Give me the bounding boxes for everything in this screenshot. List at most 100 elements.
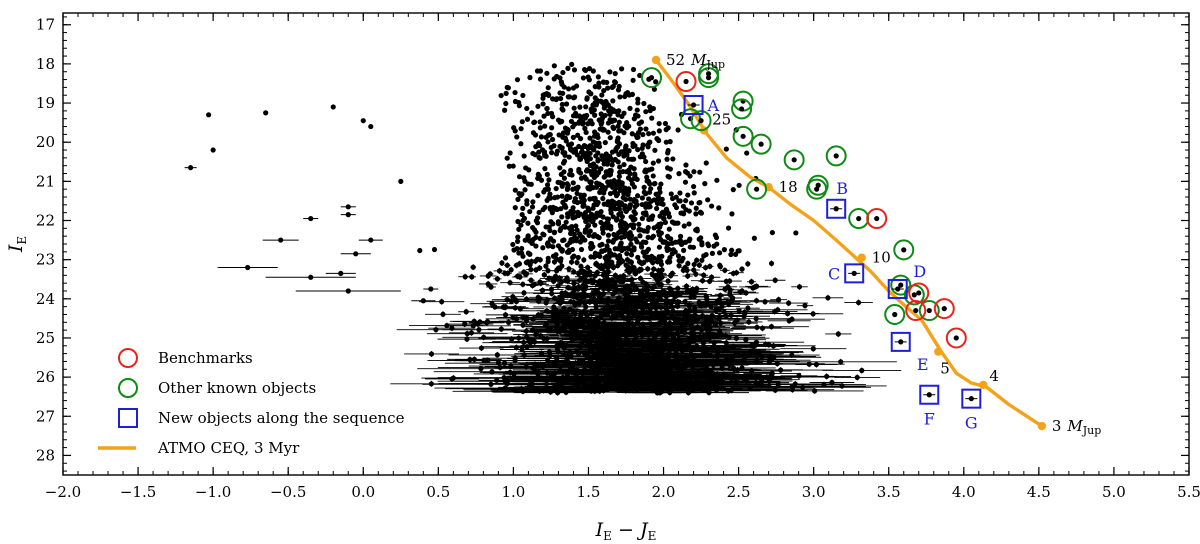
field-point — [560, 237, 566, 244]
field-point — [615, 365, 621, 371]
field-point — [536, 154, 542, 161]
field-point — [586, 77, 592, 83]
field-point — [636, 221, 642, 227]
field-point — [728, 312, 734, 318]
field-point — [590, 233, 596, 239]
field-point — [536, 149, 542, 155]
field-point — [626, 167, 632, 173]
field-point — [494, 352, 500, 358]
field-point — [520, 253, 526, 259]
field-point — [682, 169, 689, 175]
field-point — [631, 156, 637, 162]
field-point — [628, 297, 634, 304]
field-point — [540, 231, 546, 237]
field-point — [578, 246, 585, 253]
field-point — [599, 265, 606, 271]
field-point — [554, 328, 561, 335]
field-point — [628, 241, 634, 247]
field-point — [668, 236, 674, 242]
field-point — [678, 338, 684, 344]
field-point — [651, 255, 657, 261]
field-point — [534, 68, 541, 74]
field-point — [583, 283, 589, 290]
field-point — [713, 306, 719, 312]
field-point — [504, 262, 510, 268]
field-point — [582, 115, 588, 121]
field-point — [569, 246, 576, 253]
field-point — [643, 239, 649, 245]
field-point — [519, 119, 525, 125]
field-point — [417, 247, 423, 254]
field-point — [542, 123, 548, 129]
field-point — [685, 260, 691, 267]
field-point — [593, 153, 599, 159]
field-point — [769, 229, 776, 236]
field-point — [610, 83, 616, 89]
field-point — [568, 259, 575, 265]
field-point — [600, 291, 606, 297]
field-point — [540, 101, 546, 107]
field-point — [588, 179, 594, 185]
field-point — [736, 248, 742, 254]
field-point — [625, 245, 632, 252]
field-point — [477, 319, 483, 325]
field-point — [684, 267, 690, 273]
field-point — [577, 156, 584, 162]
field-point — [556, 132, 562, 138]
field-point — [682, 179, 689, 185]
field-point — [564, 249, 571, 255]
field-point — [560, 69, 566, 76]
field-point — [512, 205, 518, 211]
field-point — [654, 205, 660, 212]
field-point — [610, 124, 616, 130]
field-point — [691, 183, 697, 190]
field-point — [758, 382, 765, 388]
field-point — [590, 68, 596, 74]
field-point — [699, 257, 705, 263]
field-point — [599, 241, 605, 248]
field-point — [665, 210, 672, 217]
field-point — [542, 166, 548, 172]
field-point — [588, 241, 595, 247]
field-point — [650, 233, 657, 239]
field-point — [553, 185, 559, 192]
field-point — [567, 322, 573, 329]
field-point — [615, 123, 621, 129]
field-point — [609, 162, 615, 168]
field-point — [749, 368, 755, 374]
field-point — [431, 246, 438, 253]
field-point — [669, 240, 675, 246]
field-point — [714, 177, 720, 183]
field-point — [516, 191, 522, 197]
field-point — [507, 150, 513, 156]
field-point — [581, 214, 587, 220]
field-point — [531, 227, 538, 233]
field-point — [626, 205, 633, 211]
field-point — [566, 94, 573, 100]
field-point — [654, 200, 661, 207]
field-point — [675, 317, 681, 323]
field-point — [732, 251, 739, 257]
field-point — [697, 199, 703, 206]
field-point — [523, 296, 530, 302]
field-point — [573, 223, 579, 229]
field-point — [569, 376, 575, 382]
field-point — [605, 129, 611, 135]
field-point — [524, 344, 530, 350]
field-point — [727, 278, 733, 284]
field-point — [597, 118, 604, 125]
field-point — [551, 76, 557, 82]
field-point — [713, 234, 720, 241]
field-point — [440, 311, 446, 317]
field-point — [635, 100, 641, 106]
field-point — [639, 298, 645, 304]
field-point — [810, 346, 816, 352]
field-point — [563, 219, 569, 225]
field-point — [637, 275, 644, 282]
field-point — [616, 252, 623, 259]
field-point — [515, 238, 521, 244]
field-point — [650, 173, 656, 179]
field-point — [635, 113, 641, 119]
field-point — [510, 163, 516, 169]
field-point — [536, 209, 542, 216]
